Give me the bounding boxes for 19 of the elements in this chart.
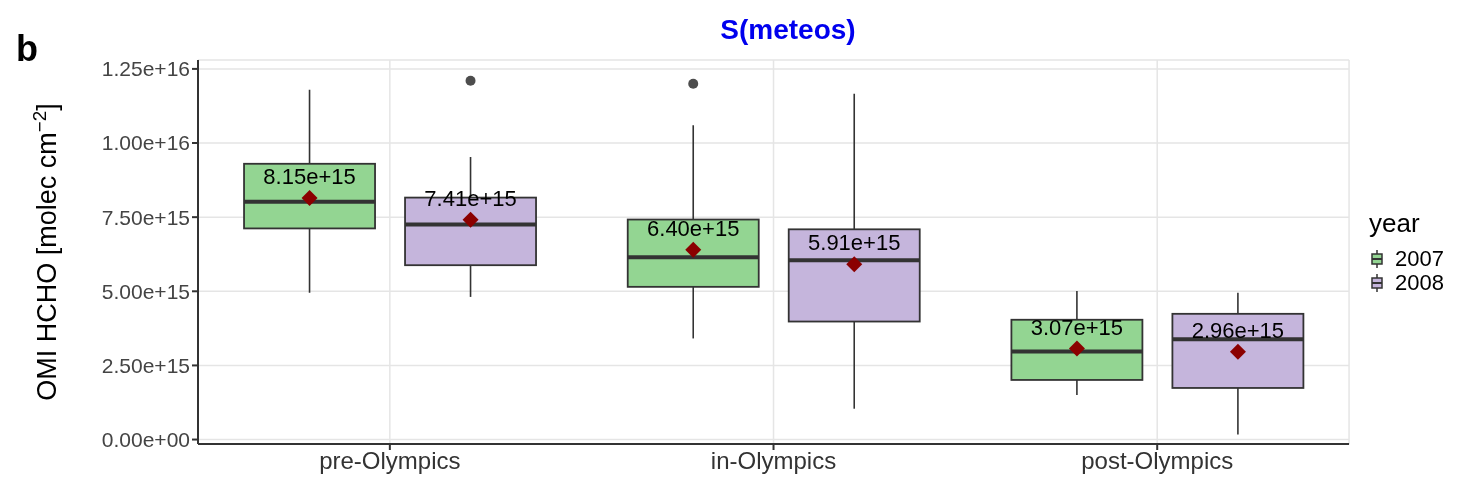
x-tick-label: in-Olympics [710, 447, 837, 475]
annotation: 6.40e+15 [647, 215, 740, 241]
annotation: 8.15e+15 [263, 163, 356, 189]
chart-title: S(meteos) [719, 14, 857, 46]
y-tick-label: 7.50e+15 [101, 205, 190, 229]
annotation: 5.91e+15 [808, 230, 901, 256]
y-tick-label: 1.00e+16 [101, 131, 190, 155]
legend-label: 2008 [1395, 269, 1444, 295]
x-tick-label: pre-Olympics [319, 447, 461, 475]
annotation: 3.07e+15 [1030, 314, 1124, 340]
legend-title: year [1369, 207, 1421, 239]
y-tick-label: 0.00e+00 [101, 428, 190, 452]
y-tick-label: 1.25e+16 [101, 57, 190, 81]
text: b [16, 28, 38, 70]
x-tick-label: post-Olympics [1081, 447, 1234, 475]
legend-label: 2007 [1395, 245, 1444, 271]
y-tick-label: 5.00e+15 [101, 279, 190, 303]
annotation: 2.96e+15 [1191, 317, 1285, 343]
y-tick-label: 2.50e+15 [101, 353, 190, 377]
